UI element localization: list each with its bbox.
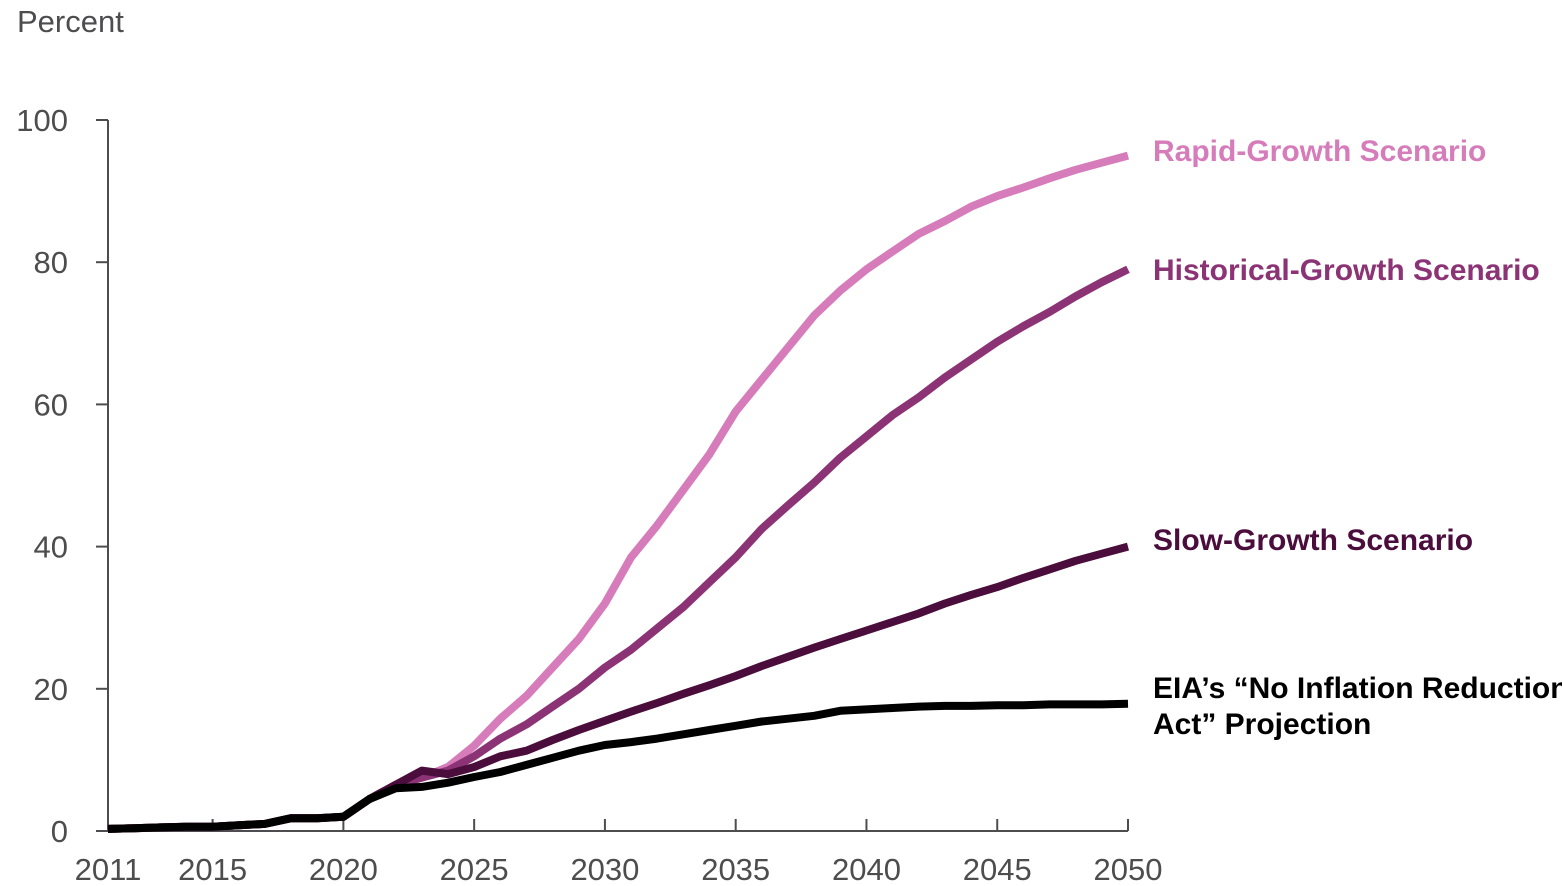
x-tick-label: 2015 <box>178 852 247 886</box>
series-line-3 <box>107 699 1129 833</box>
series-label-0: Rapid-Growth Scenario <box>1153 135 1486 168</box>
series-lines <box>107 151 1130 833</box>
series-line-0 <box>107 151 1130 833</box>
y-tick-label: 80 <box>34 245 68 280</box>
y-tick-label: 20 <box>34 672 68 707</box>
x-tick-label: 2025 <box>440 852 509 886</box>
x-tick-label: 2030 <box>570 852 639 886</box>
x-tick-label: 2040 <box>832 852 901 886</box>
y-tick-label: 60 <box>34 387 68 422</box>
y-tick-label: 100 <box>16 103 68 138</box>
y-tick-label: 40 <box>34 530 68 565</box>
series-label-3: Act” Projection <box>1153 708 1371 741</box>
x-tick-label: 2020 <box>309 852 378 886</box>
x-tick-label: 2050 <box>1094 852 1163 886</box>
x-tick-label: 2011 <box>75 852 142 886</box>
series-line-2 <box>107 542 1130 833</box>
x-tick-label: 2045 <box>963 852 1032 886</box>
series-label-3: EIA’s “No Inflation Reduction <box>1153 672 1562 705</box>
series-labels: Rapid-Growth Scenario Historical-Growth S… <box>1153 135 1562 741</box>
y-axis-unit-label: Percent <box>17 4 124 39</box>
series-label-1: Historical-Growth Scenario <box>1153 254 1540 287</box>
x-tick-label: 2035 <box>701 852 770 886</box>
series-label-2: Slow-Growth Scenario <box>1153 524 1473 557</box>
y-tick-label: 0 <box>51 814 68 849</box>
